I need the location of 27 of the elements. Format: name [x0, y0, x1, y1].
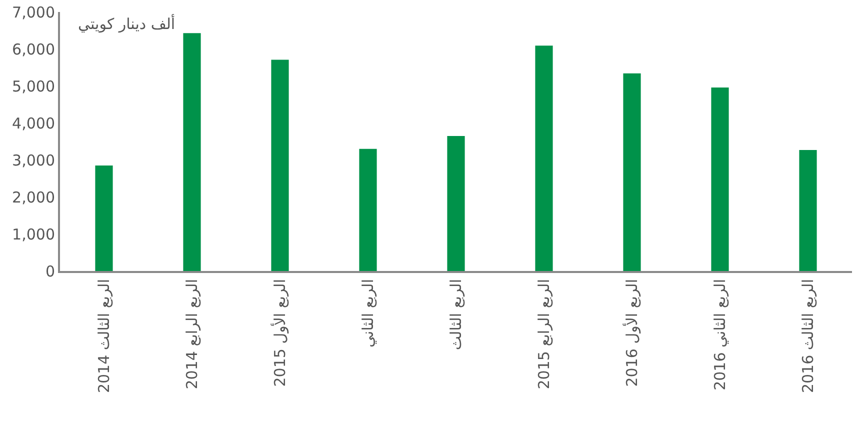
x-tick-label: الربع الرابع 2014: [182, 279, 201, 390]
y-tick-label: 7,000: [12, 3, 55, 22]
x-tick-label: الربع الثاني: [358, 279, 377, 348]
bar: [535, 46, 553, 271]
bar: [271, 60, 289, 271]
x-tick-label: الربع الثاني 2016: [710, 279, 729, 390]
y-tick-label: 5,000: [12, 77, 55, 96]
x-tick-label: الربع الثالث 2014: [94, 279, 113, 394]
bar: [95, 166, 113, 271]
bar: [711, 87, 729, 271]
bar: [359, 148, 377, 271]
y-tick-label: 1,000: [12, 225, 55, 244]
x-tick-label: الربع الأول 2015: [270, 279, 289, 387]
y-tick-label: 2,000: [12, 188, 55, 206]
x-tick-label: الربع الثالث: [446, 279, 465, 350]
bar: [447, 136, 465, 271]
bar: [799, 150, 817, 271]
y-tick-label: 4,000: [12, 114, 55, 132]
y-tick-label: 0: [45, 262, 55, 280]
bar: [623, 73, 641, 271]
x-tick-label: الربع الثالث 2016: [798, 279, 817, 394]
bar: [183, 33, 201, 271]
y-tick-label: 3,000: [12, 151, 55, 170]
x-tick-label: الربع الأول 2016: [622, 279, 641, 387]
x-tick-label: الربع الرابع 2015: [534, 279, 553, 390]
y-tick-label: 6,000: [12, 40, 55, 58]
y-axis-title: ألف دينار كويتي: [78, 14, 176, 33]
